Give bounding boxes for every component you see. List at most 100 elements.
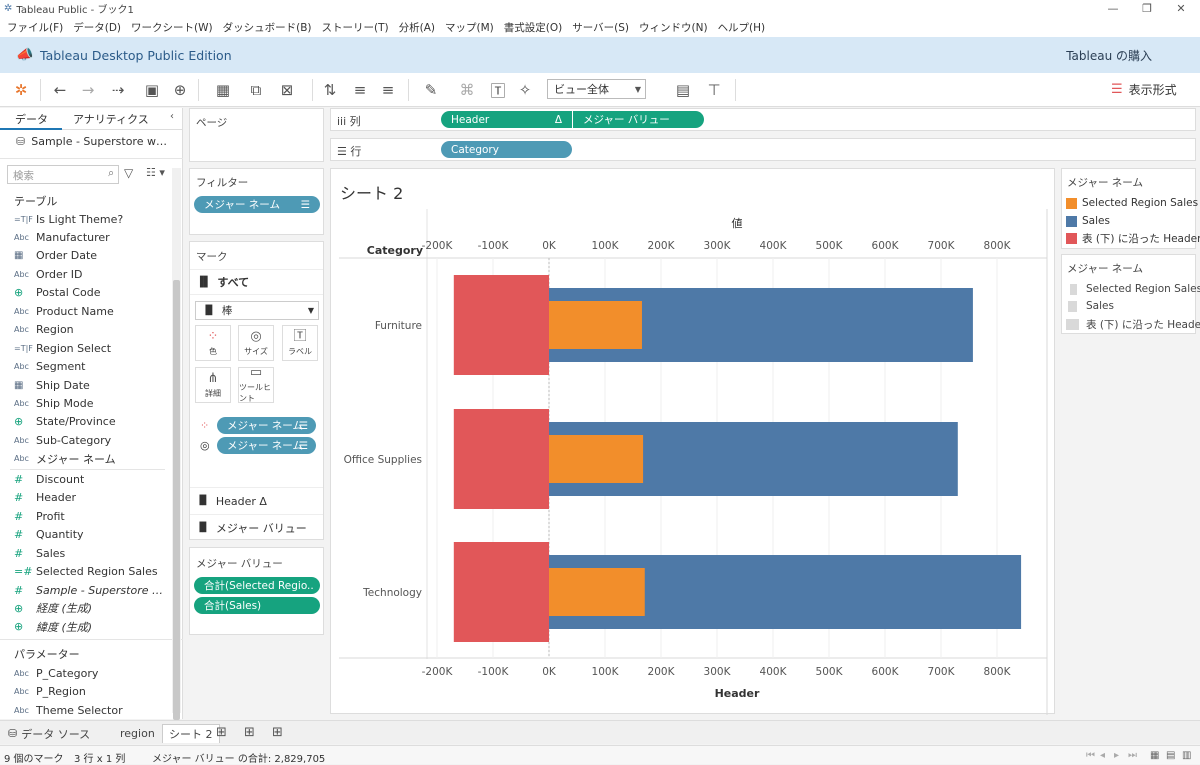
field-item[interactable]: Abc メジャー ネーム [0,450,170,468]
parameter-item[interactable]: Abc Theme Selector [0,701,170,719]
tooltip-button[interactable]: ▭ ツールヒント [238,366,274,403]
pin-icon[interactable]: ✧ [518,81,532,99]
undo-icon[interactable]: ← [53,81,67,99]
nav-next-icon[interactable]: ▸ [1114,750,1120,761]
show-me-button[interactable]: ☰ 表示形式 [1111,81,1177,98]
new-dashboard-icon[interactable]: ⊞ [244,725,255,740]
color-button[interactable]: ⁘ 色 [195,325,231,361]
sort-asc-icon[interactable]: ≡ [353,81,367,99]
group-icon[interactable]: ⌘ [459,81,475,99]
nav-last-icon[interactable]: ⏭ [1128,750,1137,761]
columns-shelf[interactable]: iii 列 Header Δ メジャー バリュー [330,108,1196,131]
new-story-icon[interactable]: ⊞ [272,725,283,740]
filter-pill-measure-names[interactable]: メジャー ネーム ☰ [194,196,320,213]
tableau-logo-icon[interactable]: ✲ [14,81,28,99]
tab-analytics[interactable]: アナリティクス [73,113,149,126]
size-legend-item-sales[interactable]: Sales [1066,299,1114,313]
tab-datasource[interactable]: ⛁ データ ソース [2,724,96,743]
field-item[interactable]: # Profit [0,507,170,525]
menu-worksheet[interactable]: ワークシート(W) [131,21,213,34]
menu-analysis[interactable]: 分析(A) [398,21,435,34]
parameter-item[interactable]: Abc P_Region [0,683,170,701]
field-item[interactable]: Abc Sub-Category [0,431,170,449]
field-item[interactable]: Abc Manufacturer [0,228,170,246]
legend-item-sales[interactable]: Sales [1066,214,1110,228]
nav-prev-icon[interactable]: ◂ [1100,750,1106,761]
tab-sheet-region[interactable]: region [114,724,161,743]
field-item[interactable]: ⊕ 経度 (生成) [0,599,170,617]
detail-button[interactable]: ⋔ 詳細 [195,367,231,403]
sort-desc-icon[interactable]: ≡ [381,81,395,99]
label-button[interactable]: 🅃 ラベル [282,325,318,361]
legend-item-selected-region-sales[interactable]: Selected Region Sales [1066,196,1198,210]
column-pill-measure-values[interactable]: メジャー バリュー [573,111,704,128]
presentation-icon[interactable]: ⊤ [707,81,721,99]
replay-icon[interactable]: ⇢ [111,81,125,99]
fit-view-select[interactable]: ビュー全体 ▼ [547,79,646,99]
field-item[interactable]: # Sales [0,544,170,562]
field-item[interactable]: Abc Segment [0,358,170,376]
rows-shelf[interactable]: ☰ 行 Category [330,138,1196,161]
menu-dashboard[interactable]: ダッシュボード(B) [222,21,312,34]
size-button[interactable]: ◎ サイズ [238,325,274,361]
menu-server[interactable]: サーバー(S) [572,21,629,34]
field-item[interactable]: Abc Region [0,321,170,339]
redo-icon[interactable]: → [81,81,95,99]
list-view-icon[interactable]: ☷ ▾ [146,166,165,179]
menu-format[interactable]: 書式設定(O) [503,21,563,34]
tab-sheet-2[interactable]: シート 2 [162,724,220,743]
marks-values-row[interactable]: ▐▌ メジャー バリュー [190,514,323,540]
collapse-pane-icon[interactable]: ‹ [170,111,174,122]
row-pill-category[interactable]: Category [441,141,572,158]
field-item[interactable]: # Quantity [0,526,170,544]
size-legend-item-selected-region-sales[interactable]: Selected Region Sales [1066,282,1200,296]
field-item[interactable]: # Sample - Superstore … [0,581,170,599]
field-item[interactable]: ▦ Order Date [0,247,170,265]
buy-tableau-link[interactable]: Tableau の購入 [1066,48,1152,63]
maximize-icon[interactable]: ❐ [1142,2,1152,15]
show-cards-icon[interactable]: ▤ [675,81,691,99]
tab-view-icon[interactable]: ▥ [1182,750,1192,761]
field-item[interactable]: # Header [0,489,170,507]
menu-window[interactable]: ウィンドウ(N) [639,21,708,34]
marks-header-row[interactable]: ▐▌ Header Δ [190,487,323,514]
field-item[interactable]: ⊕ 緯度 (生成) [0,618,170,636]
legend-item-header[interactable]: 表 (下) に沿った Header [1066,231,1200,245]
menu-story[interactable]: ストーリー(T) [321,21,389,34]
mv-pill-selected-region-sales[interactable]: 合計(Selected Regio.. [194,577,320,594]
duplicate-icon[interactable]: ⧉ [250,81,262,99]
field-item[interactable]: Abc Product Name [0,302,170,320]
field-item[interactable]: =T|F Is Light Theme? [0,210,170,228]
size-legend-item-header[interactable]: 表 (下) に沿った Header [1066,317,1200,331]
mark-type-select[interactable]: ▐▌ 棒 ▼ [195,301,319,320]
new-worksheet-icon[interactable]: ▦ [215,81,231,99]
field-item[interactable]: # Discount [0,470,170,488]
field-list-scrollbar[interactable] [173,280,180,720]
minimize-icon[interactable]: — [1107,2,1119,15]
menu-help[interactable]: ヘルプ(H) [717,21,766,34]
new-datasource-icon[interactable]: ⊕ [173,81,187,99]
field-search-input[interactable]: 検索 ⌕ [7,165,119,184]
close-icon[interactable]: ✕ [1176,2,1186,15]
swap-icon[interactable]: ⇅ [323,81,337,99]
clear-sheet-icon[interactable]: ⊠ [280,81,294,99]
label-icon[interactable]: 🅃 [490,81,506,100]
filmstrip-icon[interactable]: ▤ [1166,750,1176,761]
field-item[interactable]: ▦ Ship Date [0,376,170,394]
field-item[interactable]: Abc Order ID [0,265,170,283]
save-icon[interactable]: ▣ [144,81,160,99]
mv-pill-sales[interactable]: 合計(Sales) [194,597,320,614]
datasource-item[interactable]: ⛁ Sample - Superstore w… [16,135,167,148]
marks-pill-color[interactable]: メジャー ネーム ☰ [217,417,316,434]
marks-pill-size[interactable]: メジャー ネーム ☰ [217,437,316,454]
marks-all-row[interactable]: ▐▌ すべて [190,269,323,295]
tab-data[interactable]: データ [15,113,48,126]
field-item[interactable]: =# Selected Region Sales [0,563,170,581]
menu-data[interactable]: データ(D) [73,21,122,34]
field-item[interactable]: ⊕ State/Province [0,413,170,431]
filter-icon[interactable]: ▽ [124,166,134,180]
new-worksheet-icon[interactable]: ⊞ [216,725,227,740]
field-item[interactable]: Abc Ship Mode [0,395,170,413]
field-item[interactable]: =T|F Region Select [0,339,170,357]
column-pill-header[interactable]: Header Δ [441,111,572,128]
